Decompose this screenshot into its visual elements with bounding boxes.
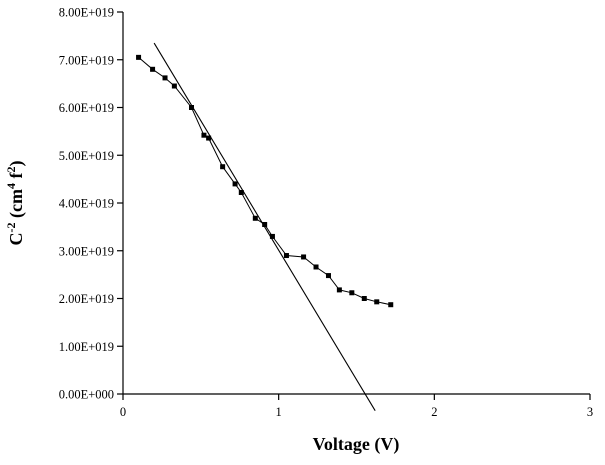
data-point-marker: [269, 233, 275, 239]
y-axis-label: C-2 (cm4 f2): [4, 161, 27, 246]
x-tick-label: 0: [120, 405, 126, 419]
data-point-marker: [238, 189, 244, 195]
data-point-marker: [262, 221, 268, 227]
data-point-marker: [325, 273, 331, 279]
axis-labels-group: Voltage (V) C-2 (cm4 f2): [4, 161, 399, 455]
data-point-marker: [162, 75, 168, 81]
data-point-marker: [283, 253, 289, 259]
data-point-marker: [232, 181, 238, 187]
data-point-marker: [388, 302, 394, 308]
y-tick-label: 6.00E+019: [59, 101, 114, 115]
data-point-marker: [313, 264, 319, 270]
data-point-marker: [188, 105, 194, 110]
data-point-marker: [349, 290, 355, 296]
data-point-marker: [374, 299, 380, 305]
plot-axes: 0.00E+000 1.00E+019 2.00E+019 3.00E+019 4.00…: [59, 6, 593, 420]
y-tick-label: 3.00E+019: [59, 244, 114, 258]
data-point-marker: [361, 296, 367, 301]
data-point-marker: [252, 215, 258, 221]
y-tick-label: 7.00E+019: [59, 53, 114, 67]
data-point-marker: [206, 135, 212, 141]
data-point-marker: [136, 54, 142, 60]
data-point-marker: [301, 254, 307, 260]
data-series-group: [136, 54, 394, 308]
x-tick-label: 3: [587, 405, 593, 419]
y-tick-label: 0.00E+000: [59, 388, 114, 402]
y-tick-label: 8.00E+019: [59, 6, 114, 20]
x-tick-label: 2: [431, 405, 437, 419]
y-tick-label: 5.00E+019: [59, 149, 114, 163]
y-tick-label: 1.00E+019: [59, 340, 114, 354]
data-connecting-line: [138, 57, 391, 306]
y-tick-label: 2.00E+019: [59, 292, 114, 306]
data-point-marker: [220, 164, 226, 170]
x-axis-label: Voltage (V): [313, 434, 400, 455]
data-point-marker: [150, 66, 156, 72]
y-tick-label: 4.00E+019: [59, 197, 114, 211]
data-point-marker: [171, 83, 177, 89]
x-tick-label: 1: [276, 405, 282, 419]
data-point-marker: [336, 287, 342, 293]
data-point-marker: [201, 132, 207, 138]
